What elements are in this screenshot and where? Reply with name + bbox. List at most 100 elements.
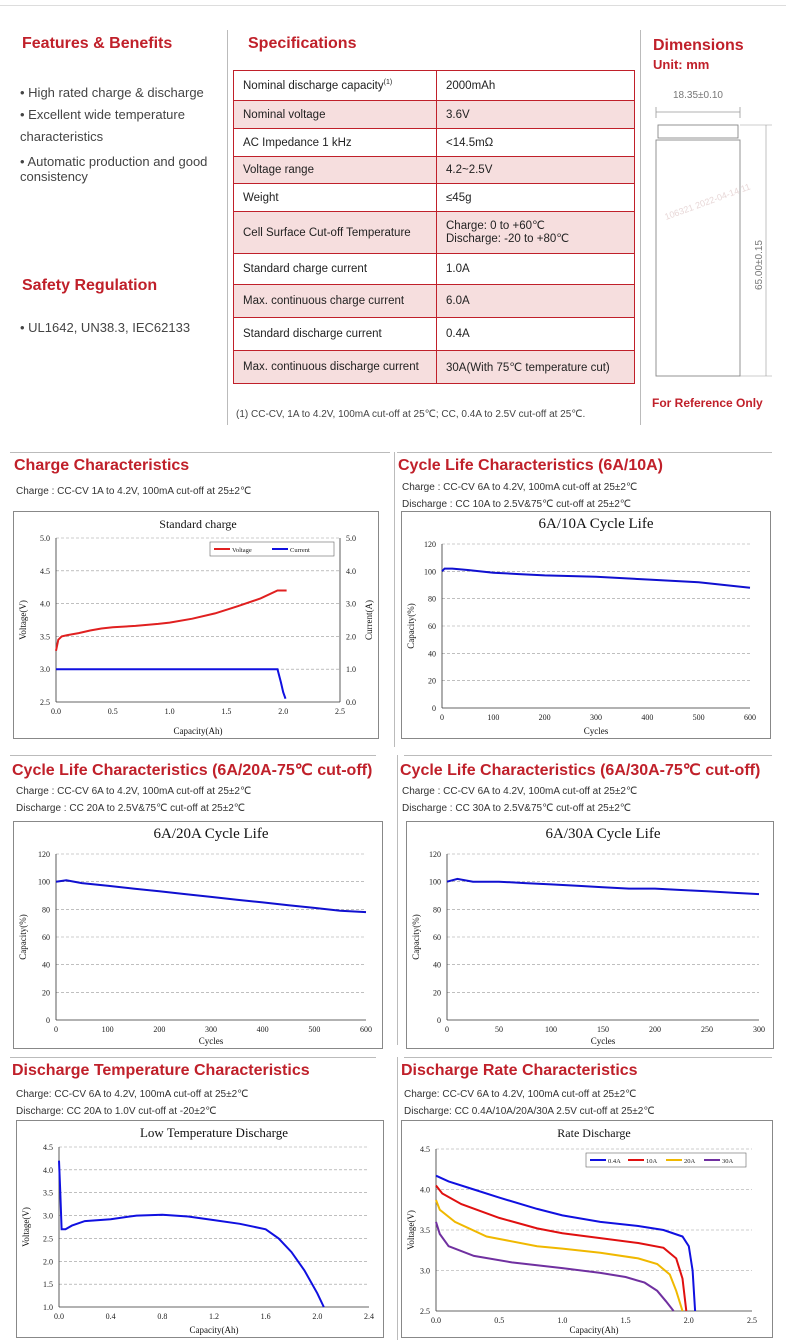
series-line xyxy=(435,1199,684,1312)
x-axis-label: Capacity(Ah) xyxy=(174,726,223,736)
dimensions-unit: Unit: mm xyxy=(653,57,710,72)
y-axis-label: Capacity(%) xyxy=(411,914,421,959)
x-tick-label: 200 xyxy=(539,713,551,722)
y-tick-label: 3.5 xyxy=(40,632,50,641)
spec-value: 4.2~2.5V xyxy=(436,156,635,184)
feature-item: • High rated charge & discharge xyxy=(20,85,204,100)
spec-row: Standard charge current 1.0A xyxy=(233,253,635,285)
spec-value: 0.4A xyxy=(436,317,635,351)
spec-label: Weight xyxy=(233,183,437,212)
diameter-label: 18.35±0.10 xyxy=(673,90,723,101)
x-tick-label: 2.0 xyxy=(278,707,288,716)
y-tick-label: 40 xyxy=(428,649,436,658)
x-tick-label: 600 xyxy=(360,1025,372,1034)
x-tick-label: 1.0 xyxy=(165,707,175,716)
temp-title: Discharge Temperature Characteristics xyxy=(12,1062,310,1079)
rate-sub1: Charge: CC-CV 6A to 4.2V, 100mA cut-off … xyxy=(404,1089,637,1100)
x-tick-label: 0.5 xyxy=(494,1316,504,1325)
chart-title: 6A/20A Cycle Life xyxy=(154,826,269,842)
y-axis-label: Capacity(%) xyxy=(406,603,416,648)
x-tick-label: 200 xyxy=(649,1025,661,1034)
chart-title: 6A/10A Cycle Life xyxy=(539,516,654,532)
divider-cycle30 xyxy=(404,755,772,756)
divider-rate xyxy=(404,1057,772,1058)
x-tick-label: 400 xyxy=(257,1025,269,1034)
x-tick-label: 1.0 xyxy=(557,1316,567,1325)
legend-label: 0.4A xyxy=(608,1158,621,1165)
spec-label: Cell Surface Cut-off Temperature xyxy=(233,211,437,254)
chart-cycle30-frame: 6A/30A Cycle Life 0 20 40 60 80 100 120 0 50 100 15… xyxy=(406,821,774,1049)
divider-features-specs xyxy=(227,30,228,425)
specs-footnote: (1) CC-CV, 1A to 4.2V, 100mA cut-off at … xyxy=(236,409,586,420)
x-tick-label: 100 xyxy=(545,1025,557,1034)
x-tick-label: 0 xyxy=(54,1025,58,1034)
y2-tick-label: 4.0 xyxy=(346,567,356,576)
y-tick-label: 20 xyxy=(428,677,436,686)
spec-value: <14.5mΩ xyxy=(436,128,635,157)
chart-cycle30: 6A/30A Cycle Life 0 20 40 60 80 100 120 0 50 100 15… xyxy=(411,826,765,1046)
x-tick-label: 1.2 xyxy=(209,1312,219,1321)
specs-table: Nominal discharge capacity(1) 2000mAh No… xyxy=(233,70,635,384)
cycle20-sub2: Discharge : CC 20A to 2.5V&75℃ cut-off a… xyxy=(16,803,245,814)
cycle30-title: Cycle Life Characteristics (6A/30A-75℃ c… xyxy=(400,762,761,779)
x-tick-label: 0.0 xyxy=(51,707,61,716)
features-title: Features & Benefits xyxy=(22,35,173,52)
x-tick-label: 1.5 xyxy=(621,1316,631,1325)
y-tick-label: 4.0 xyxy=(40,600,50,609)
y-tick-label: 5.0 xyxy=(40,534,50,543)
cycle10-title: Cycle Life Characteristics (6A/10A) xyxy=(398,457,663,474)
chart-temp: Low Temperature Discharge 1.0 1.5 2.0 2.5 3.0… xyxy=(21,1125,374,1335)
height-label: 65.00±0.15 xyxy=(754,240,765,290)
divider-cycle10 xyxy=(397,452,772,453)
chart-temp-frame: Low Temperature Discharge 1.0 1.5 2.0 2.5 3.0… xyxy=(16,1120,384,1338)
charge-title: Charge Characteristics xyxy=(14,457,190,474)
spec-row: Nominal discharge capacity(1) 2000mAh xyxy=(233,70,635,101)
spec-row: AC Impedance 1 kHz <14.5mΩ xyxy=(233,128,635,157)
reference-note: For Reference Only xyxy=(652,396,763,410)
y-tick-label: 4.5 xyxy=(43,1143,53,1152)
spec-row: Nominal voltage 3.6V xyxy=(233,100,635,129)
spec-label: Nominal discharge capacity(1) xyxy=(233,70,437,101)
safety-list: • UL1642, UN38.3, IEC62133 xyxy=(20,317,190,339)
feature-item: • Automatic production and good consiste… xyxy=(20,154,208,184)
feature-item: • Excellent wide temperature xyxy=(20,107,185,122)
rate-sub2: Discharge: CC 0.4A/10A/20A/30A 2.5V cut-… xyxy=(404,1106,655,1117)
spec-row: Standard discharge current 0.4A xyxy=(233,317,635,351)
y-tick-label: 1.5 xyxy=(43,1280,53,1289)
safety-item: • UL1642, UN38.3, IEC62133 xyxy=(20,320,191,335)
y-tick-label: 100 xyxy=(424,567,436,576)
x-tick-label: 100 xyxy=(102,1025,114,1034)
x-tick-label: 600 xyxy=(744,713,756,722)
cell-drawing: 18.35±0.10 65.00±0.15 106321 2022-04-14 … xyxy=(655,90,772,377)
dimensions-title: Dimensions xyxy=(653,37,744,54)
y-tick-label: 3.0 xyxy=(43,1212,53,1221)
x-tick-label: 500 xyxy=(693,713,705,722)
y-tick-label: 20 xyxy=(433,988,441,997)
x-tick-label: 300 xyxy=(753,1025,765,1034)
y-tick-label: 80 xyxy=(433,905,441,914)
series-line xyxy=(435,1184,688,1312)
divider-mid-2 xyxy=(397,755,398,1045)
cycle30-sub1: Charge : CC-CV 6A to 4.2V, 100mA cut-off… xyxy=(402,786,638,797)
chart-charge: Standard charge 2.5 3.0 3.5 4.0 4.5 5.0 0.0 1.0 2… xyxy=(18,517,374,736)
y-tick-label: 4.5 xyxy=(420,1145,430,1154)
safety-title: Safety Regulation xyxy=(22,277,158,294)
divider-cycle20 xyxy=(10,755,376,756)
y-tick-label: 2.5 xyxy=(420,1307,430,1316)
charge-sub: Charge : CC-CV 1A to 4.2V, 100mA cut-off… xyxy=(16,486,252,497)
series-line xyxy=(56,668,287,700)
y-axis-label: Voltage(V) xyxy=(21,1207,31,1247)
y-tick-label: 100 xyxy=(38,878,50,887)
y2-tick-label: 5.0 xyxy=(346,534,356,543)
y-tick-label: 60 xyxy=(428,622,436,631)
legend-label: Current xyxy=(290,547,310,554)
divider-specs-dimensions xyxy=(640,30,641,425)
y-tick-label: 4.0 xyxy=(43,1166,53,1175)
spec-row: Cell Surface Cut-off Temperature Charge:… xyxy=(233,211,635,254)
spec-row: Voltage range 4.2~2.5V xyxy=(233,156,635,184)
divider-temp xyxy=(10,1057,376,1058)
x-tick-label: 2.0 xyxy=(684,1316,694,1325)
y-tick-label: 2.5 xyxy=(43,1234,53,1243)
spec-label: Nominal voltage xyxy=(233,100,437,129)
cycle10-sub1: Charge : CC-CV 6A to 4.2V, 100mA cut-off… xyxy=(402,482,638,493)
